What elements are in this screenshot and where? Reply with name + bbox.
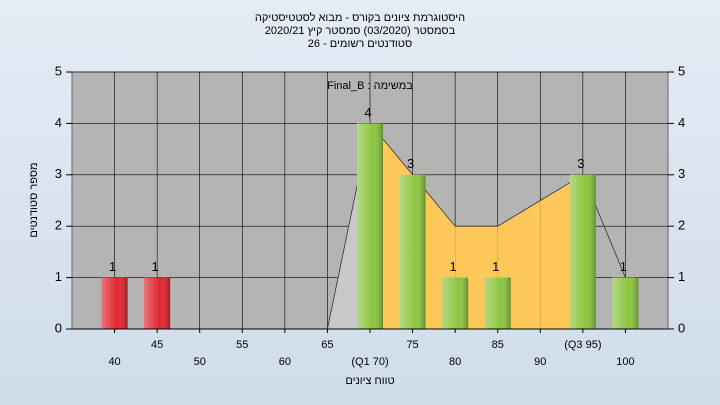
y-tick-label: 4 [55, 115, 62, 130]
chart-subtitle: בסמסטר (03/2020) סמסטר קיץ 2020/21 [265, 25, 456, 37]
x-tick-label: 45 [151, 339, 163, 351]
x-tick-label: 65 [321, 339, 333, 351]
x-axis-label: טווח ציונים [345, 375, 394, 387]
x-tick-label: 75 [406, 339, 418, 351]
y2-tick-label: 5 [678, 63, 685, 78]
y2-tick-label: 3 [678, 166, 685, 181]
y2-tick-label: 2 [678, 218, 685, 233]
x-tick-label: 40 [108, 356, 120, 368]
value-label: 1 [152, 259, 159, 274]
y2-tick-label: 1 [678, 269, 685, 284]
bar-shade [101, 277, 128, 329]
x-tick-label: 60 [279, 356, 291, 368]
y-tick-label: 2 [55, 218, 62, 233]
bar-shade [399, 174, 426, 329]
x-tick-label: (Q3 95) [564, 339, 601, 351]
bar-shade [612, 277, 639, 329]
x-tick-label: (Q1 70) [351, 356, 388, 368]
chart-subtitle: סטודנטים רשומים - 26 [308, 38, 412, 50]
y-tick-label: 1 [55, 269, 62, 284]
value-label: 3 [577, 156, 584, 171]
y2-tick-label: 0 [678, 320, 685, 335]
value-label: 1 [620, 259, 627, 274]
value-label: 1 [109, 259, 116, 274]
x-tick-label: 90 [534, 356, 546, 368]
x-tick-label: 85 [492, 339, 504, 351]
x-tick-label: 50 [194, 356, 206, 368]
y-tick-label: 0 [55, 320, 62, 335]
bar-shade [357, 123, 383, 330]
bar-shade [144, 277, 171, 329]
x-tick-label: 100 [616, 356, 634, 368]
value-label: 4 [364, 105, 371, 120]
bar-shade [569, 174, 596, 329]
value-label: 3 [407, 156, 414, 171]
chart-title: היסטוגרמת ציונים בקורס - מבוא לסטטיסטיקה [255, 11, 465, 24]
bar-shade [484, 277, 511, 329]
y2-tick-label: 4 [678, 115, 685, 130]
value-label: 1 [450, 259, 457, 274]
y-tick-label: 5 [55, 63, 62, 78]
y-axis-label: מספר סטודנטים [28, 162, 40, 237]
x-tick-label: 55 [236, 339, 248, 351]
x-tick-label: 80 [449, 356, 461, 368]
y-tick-label: 3 [55, 166, 62, 181]
bar-shade [442, 277, 469, 329]
value-label: 1 [492, 259, 499, 274]
